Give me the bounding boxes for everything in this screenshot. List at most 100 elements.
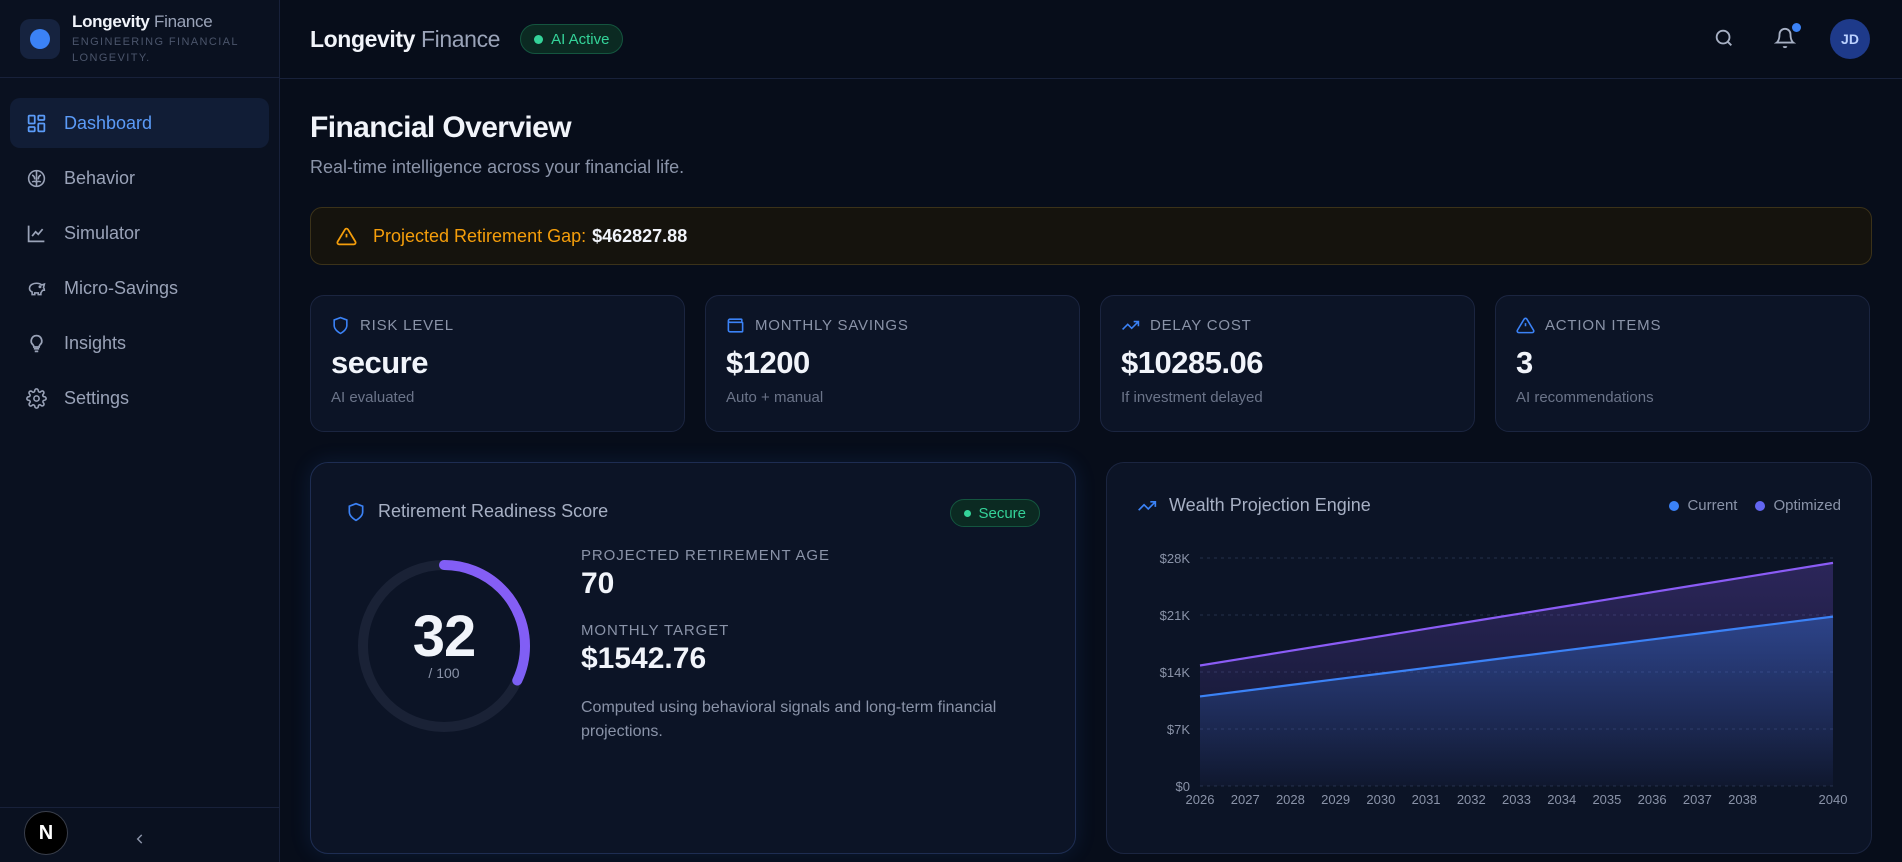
x-tick-label: 2032 — [1457, 792, 1486, 807]
wallet-icon — [727, 318, 744, 333]
notification-dot — [1792, 23, 1801, 32]
x-tick-label: 2033 — [1502, 792, 1531, 807]
n-badge[interactable]: N — [24, 811, 68, 855]
chevron-left-icon[interactable] — [133, 832, 147, 846]
stat-card-monthly-savings: MONTHLY SAVINGS $1200 Auto + manual — [705, 295, 1080, 432]
sidebar-item-label: Dashboard — [64, 112, 153, 133]
shield-icon — [348, 502, 364, 521]
stat-sub: AI evaluated — [331, 389, 415, 406]
header-title: Longevity Finance — [310, 25, 501, 52]
stat-label: DELAY COST — [1150, 317, 1252, 334]
legend-item-optimized[interactable]: Optimized — [1755, 497, 1841, 514]
series-line-optimized — [1199, 561, 1834, 667]
brand-logo[interactable] — [20, 18, 60, 59]
lightbulb-icon — [30, 334, 43, 352]
readiness-note: Computed using behavioral signals and lo… — [581, 699, 997, 740]
gauge-progress-arc — [358, 560, 530, 732]
dashboard-grid-icon — [27, 114, 46, 132]
retirement-readiness-panel: Retirement Readiness Score Secure 32 / 1… — [310, 462, 1076, 854]
x-tick-label: 2035 — [1592, 792, 1621, 807]
brand-name: Longevity Finance — [72, 11, 213, 31]
stat-value: $1200 — [726, 345, 810, 380]
x-tick-label: 2037 — [1683, 792, 1712, 807]
y-tick-label: $0 — [1176, 779, 1190, 794]
x-tick-label: 2026 — [1186, 792, 1215, 807]
x-tick-label: 2036 — [1638, 792, 1667, 807]
sidebar-footer: N — [0, 807, 280, 862]
sidebar-item-micro-savings[interactable]: Micro-Savings — [10, 263, 269, 313]
stat-value: 3 — [1516, 345, 1533, 380]
stat-value: secure — [331, 345, 428, 380]
sidebar-nav: Dashboard Behavior Simulator Micro-Savin… — [0, 78, 279, 423]
projection-title: Wealth Projection Engine — [1137, 495, 1371, 516]
retirement-age-label: PROJECTED RETIREMENT AGE — [581, 547, 830, 564]
x-tick-label: 2038 — [1728, 792, 1757, 807]
gear-icon — [26, 387, 47, 409]
stat-cards: RISK LEVEL secure AI evaluated MONTHLY S… — [310, 295, 1872, 432]
panels: Retirement Readiness Score Secure 32 / 1… — [310, 462, 1872, 854]
page-title: Financial Overview — [310, 111, 572, 144]
alert-value: $462827.88 — [592, 225, 688, 246]
sidebar-item-simulator[interactable]: Simulator — [10, 208, 269, 258]
sidebar-item-settings[interactable]: Settings — [10, 373, 269, 423]
brain-icon — [27, 169, 46, 187]
secure-badge: Secure — [950, 499, 1040, 527]
sidebar-item-label: Settings — [64, 387, 130, 408]
wealth-projection-panel: Wealth Projection Engine Current Optimiz… — [1106, 462, 1872, 854]
monthly-target-value: $1542.76 — [581, 642, 707, 675]
stat-label: MONTHLY SAVINGS — [755, 317, 909, 334]
sidebar-item-label: Insights — [64, 332, 127, 353]
legend-item-current[interactable]: Current — [1669, 497, 1737, 514]
sidebar-item-label: Simulator — [64, 222, 141, 243]
x-tick-label: 2028 — [1276, 792, 1305, 807]
stat-card-risk-level: RISK LEVEL secure AI evaluated — [310, 295, 685, 432]
line-chart-icon — [27, 225, 45, 242]
stat-label: RISK LEVEL — [360, 317, 454, 334]
sidebar-item-label: Behavior — [64, 167, 136, 188]
stat-sub: If investment delayed — [1121, 389, 1263, 406]
x-tick-label: 2040 — [1819, 792, 1848, 807]
search-icon[interactable] — [1713, 27, 1735, 49]
chart-legend: Current Optimized — [1669, 497, 1841, 514]
stat-sub: Auto + manual — [726, 389, 824, 406]
x-tick-label: 2034 — [1547, 792, 1576, 807]
y-tick-label: $14K — [1160, 665, 1191, 680]
stat-card-action-items: ACTION ITEMS 3 AI recommendations — [1495, 295, 1870, 432]
series-area-current — [1200, 616, 1833, 786]
x-tick-label: 2029 — [1321, 792, 1350, 807]
top-header: Longevity Finance AI Active JD — [280, 0, 1902, 79]
trending-up-icon — [1138, 500, 1157, 511]
shield-icon — [333, 316, 348, 335]
warning-triangle-icon — [1516, 317, 1535, 334]
page-subtitle: Real-time intelligence across your finan… — [310, 157, 685, 177]
readiness-gauge — [358, 560, 530, 732]
sidebar-item-behavior[interactable]: Behavior — [10, 153, 269, 203]
piggy-bank-icon — [28, 281, 46, 295]
brand-tagline: ENGINEERING FINANCIAL LONGEVITY. — [72, 35, 239, 64]
x-tick-label: 2030 — [1366, 792, 1395, 807]
alert-label: Projected Retirement Gap: — [373, 225, 587, 246]
avatar[interactable]: JD — [1830, 19, 1870, 59]
monthly-target-label: MONTHLY TARGET — [581, 622, 730, 639]
brand: Longevity Finance ENGINEERING FINANCIAL … — [0, 0, 279, 78]
x-tick-label: 2027 — [1231, 792, 1260, 807]
readiness-title: Retirement Readiness Score — [346, 501, 608, 522]
retirement-age-value: 70 — [581, 567, 615, 600]
y-tick-label: $21K — [1160, 608, 1191, 623]
ai-status-badge: AI Active — [520, 24, 624, 54]
bell-icon[interactable] — [1774, 27, 1796, 49]
x-tick-label: 2031 — [1412, 792, 1441, 807]
main-content: Financial Overview Real-time intelligenc… — [310, 79, 1872, 854]
wealth-projection-chart: $0 $7K $14K $21K $28K 2026 2027 2028 2029 2030 203… — [1160, 551, 1848, 807]
sidebar: Longevity Finance ENGINEERING FINANCIAL … — [0, 0, 280, 862]
sidebar-item-insights[interactable]: Insights — [10, 318, 269, 368]
trending-up-icon — [1122, 320, 1140, 331]
readiness-score: 32 — [412, 604, 477, 669]
y-tick-label: $7K — [1167, 722, 1190, 737]
y-tick-label: $28K — [1160, 551, 1191, 566]
stat-label: ACTION ITEMS — [1545, 317, 1662, 334]
stat-sub: AI recommendations — [1516, 389, 1654, 406]
sidebar-item-dashboard[interactable]: Dashboard — [10, 98, 269, 148]
warning-triangle-icon — [336, 227, 357, 245]
sidebar-item-label: Micro-Savings — [64, 277, 179, 298]
